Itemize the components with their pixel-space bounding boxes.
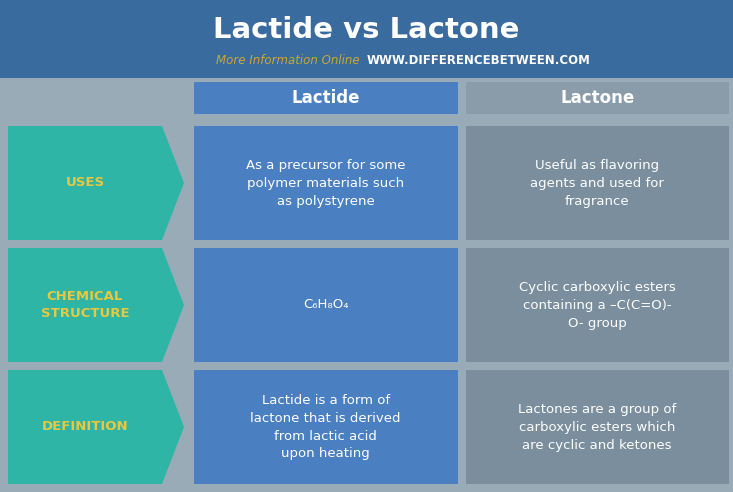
Text: Lactones are a group of
carboxylic esters which
are cyclic and ketones: Lactones are a group of carboxylic ester… xyxy=(518,402,677,452)
FancyBboxPatch shape xyxy=(194,370,457,484)
Text: DEFINITION: DEFINITION xyxy=(42,421,128,433)
FancyBboxPatch shape xyxy=(0,0,733,78)
Text: C₆H₈O₄: C₆H₈O₄ xyxy=(303,299,348,311)
FancyBboxPatch shape xyxy=(194,248,457,362)
Text: Lactide: Lactide xyxy=(292,89,360,107)
FancyBboxPatch shape xyxy=(465,82,729,114)
Text: Useful as flavoring
agents and used for
fragrance: Useful as flavoring agents and used for … xyxy=(530,158,664,208)
Text: Cyclic carboxylic esters
containing a –C(C=O)-
O- group: Cyclic carboxylic esters containing a –C… xyxy=(519,280,676,330)
FancyBboxPatch shape xyxy=(465,370,729,484)
Text: More Information Online: More Information Online xyxy=(216,54,359,67)
Polygon shape xyxy=(8,370,184,484)
FancyBboxPatch shape xyxy=(194,82,457,114)
FancyBboxPatch shape xyxy=(465,126,729,240)
Text: Lactide is a form of
lactone that is derived
from lactic acid
upon heating: Lactide is a form of lactone that is der… xyxy=(251,394,401,461)
Text: USES: USES xyxy=(65,177,105,189)
Text: Lactide vs Lactone: Lactide vs Lactone xyxy=(213,16,520,44)
Polygon shape xyxy=(8,248,184,362)
Polygon shape xyxy=(8,126,184,240)
Text: WWW.DIFFERENCEBETWEEN.COM: WWW.DIFFERENCEBETWEEN.COM xyxy=(366,54,590,67)
FancyBboxPatch shape xyxy=(194,126,457,240)
Text: As a precursor for some
polymer materials such
as polystyrene: As a precursor for some polymer material… xyxy=(246,158,405,208)
Text: CHEMICAL
STRUCTURE: CHEMICAL STRUCTURE xyxy=(41,290,129,320)
FancyBboxPatch shape xyxy=(465,248,729,362)
Text: Lactone: Lactone xyxy=(560,89,634,107)
